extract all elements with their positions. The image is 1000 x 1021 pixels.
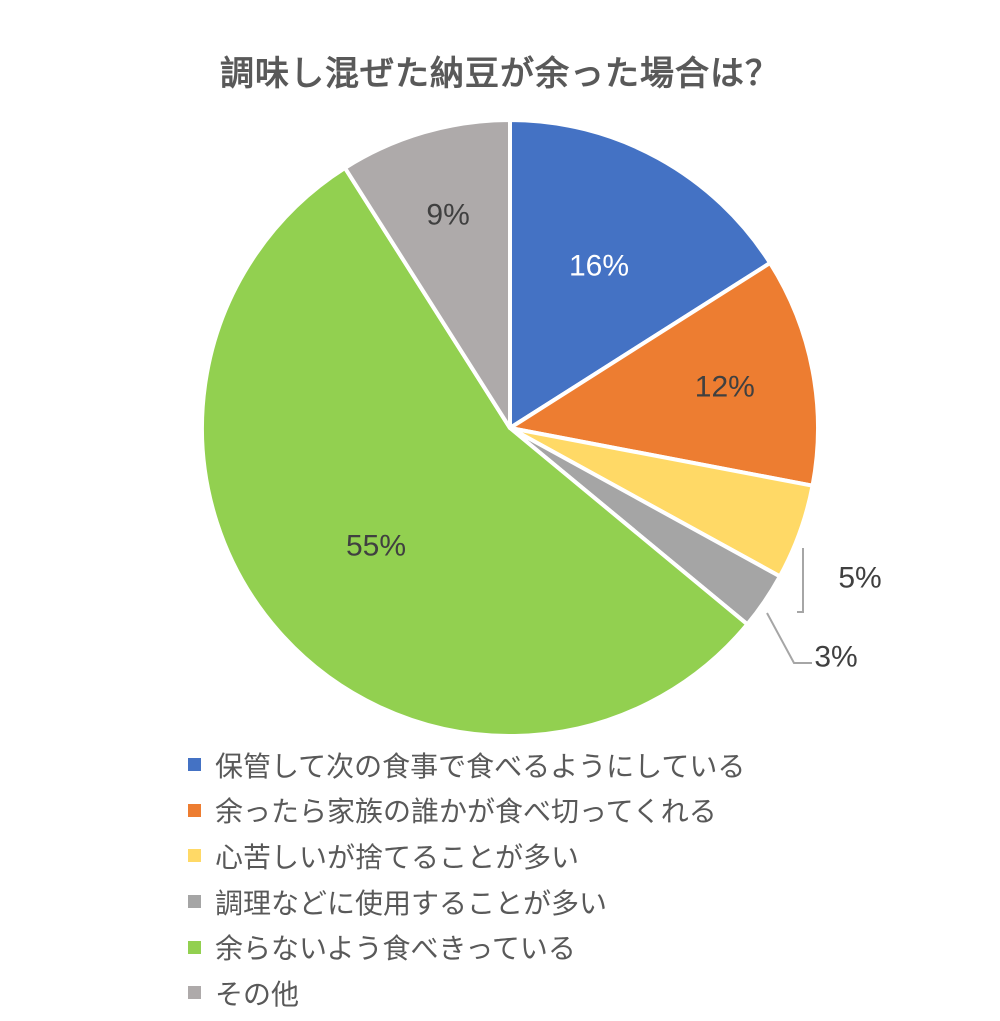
pie-slice-1 <box>508 118 773 430</box>
leader-lines <box>766 548 812 664</box>
legend-item-4: 調理などに使用することが多い <box>188 879 745 925</box>
legend-label: 心苦しいが捨てることが多い <box>215 840 580 874</box>
data-label-5: 55% <box>346 530 406 563</box>
legend-item-3: 心苦しいが捨てることが多い <box>188 833 745 879</box>
pie-slices <box>200 118 820 738</box>
legend-swatch <box>188 803 201 817</box>
leader-line-3 <box>797 548 804 613</box>
leader-line-4 <box>766 612 812 664</box>
data-label-3: 5% <box>838 562 881 595</box>
chart-title: 調味し混ぜた納豆が余った場合は？ <box>220 54 780 94</box>
legend-swatch <box>188 986 201 1000</box>
legend-label: その他 <box>215 977 300 1011</box>
legend-label: 調理などに使用することが多い <box>215 886 608 920</box>
data-label-2: 12% <box>695 371 755 404</box>
legend-swatch <box>188 849 201 863</box>
data-label-4: 3% <box>814 641 857 674</box>
legend-label: 余らないよう食べきっている <box>215 932 576 966</box>
legend: 保管して次の食事で食べるようにしている 余ったら家族の誰かが食べ切ってくれる 心苦し… <box>188 742 745 1016</box>
legend-item-1: 保管して次の食事で食べるようにしている <box>188 742 745 788</box>
data-label-1: 16% <box>569 250 629 283</box>
legend-label: 余ったら家族の誰かが食べ切ってくれる <box>215 795 717 829</box>
data-label-6: 9% <box>426 199 469 232</box>
pie-slice-5 <box>200 165 750 738</box>
data-labels: 16% 12% 5% 3% 55% 9% <box>346 199 882 674</box>
legend-item-2: 余ったら家族の誰かが食べ切ってくれる <box>188 788 745 834</box>
pie-slice-2 <box>508 260 820 488</box>
pie-slice-6 <box>342 118 512 430</box>
legend-swatch <box>188 758 201 772</box>
pie-chart: 16% 12% 5% 3% 55% 9% <box>200 118 882 738</box>
legend-item-5: 余らないよう食べきっている <box>188 924 745 970</box>
legend-swatch <box>188 895 201 909</box>
legend-item-6: その他 <box>188 970 745 1016</box>
legend-label: 保管して次の食事で食べるようにしている <box>215 749 746 783</box>
legend-swatch <box>188 940 201 954</box>
